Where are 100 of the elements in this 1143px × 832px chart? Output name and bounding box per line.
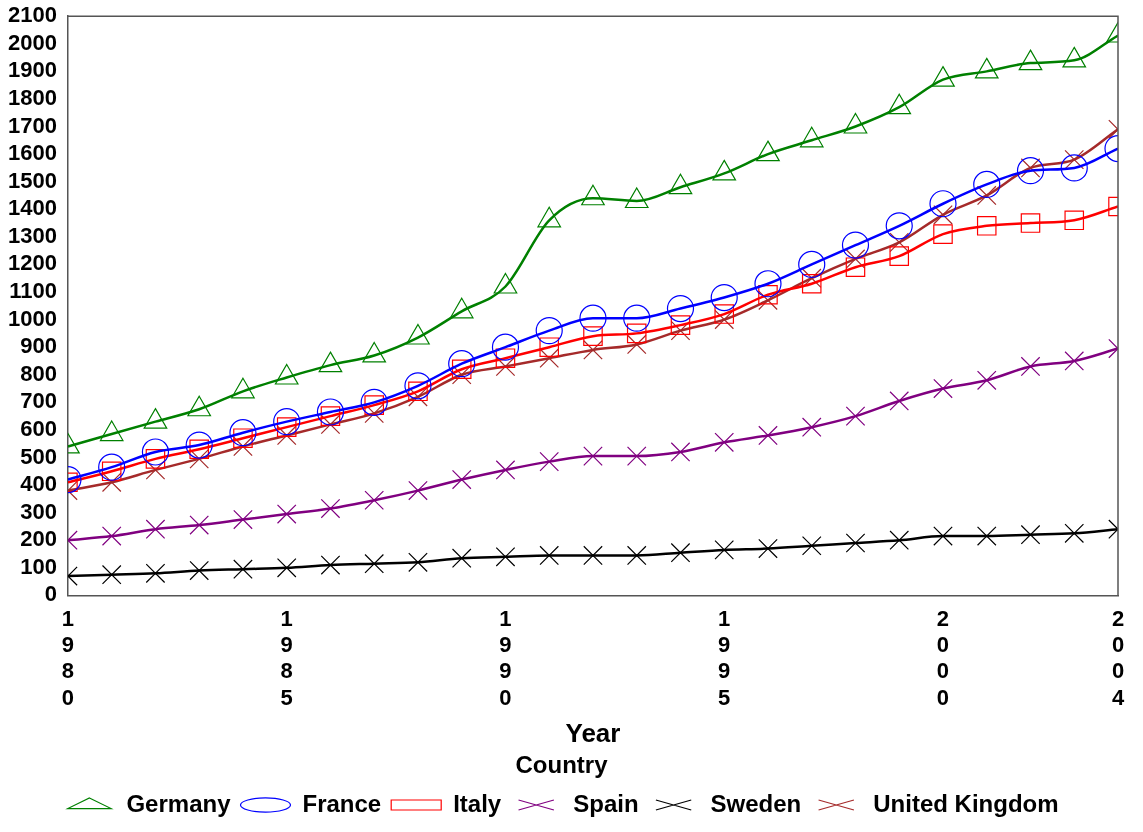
legend-label: United Kingdom [873,789,1059,817]
point [408,552,428,573]
y-tick-label: 0 [44,581,57,607]
point [101,526,122,546]
point [758,538,778,559]
point [189,449,209,469]
y-tick-label: 1700 [7,112,57,138]
point [933,224,953,244]
legend-label: France [302,789,382,817]
point [583,545,603,566]
point [714,432,735,453]
y-tick-label: 1200 [7,250,57,276]
point [320,555,341,575]
y-tick-label: 500 [20,443,57,469]
point [626,334,647,355]
point [408,480,428,501]
point [229,419,257,447]
y-tick-label: 1900 [7,57,57,83]
point [889,391,910,411]
point [185,431,213,459]
y-tick-label: 1500 [7,167,57,193]
point [495,356,516,377]
point [889,530,910,551]
y-tick-label: 700 [20,388,57,414]
point [798,250,826,279]
point [320,414,341,435]
point [451,469,472,490]
point [976,370,997,391]
point [583,340,603,360]
point [885,212,913,240]
point [1064,523,1085,544]
point [666,294,695,323]
point [189,560,209,581]
y-tick-label: 1000 [7,305,57,331]
point [273,408,301,436]
point [101,564,122,585]
point [933,526,953,546]
point [98,453,126,481]
point [101,472,122,493]
point [845,257,866,277]
point [276,504,297,524]
point [1020,524,1041,545]
point [448,350,476,378]
legend-label: Sweden [710,789,802,817]
point [889,246,910,266]
point [404,372,432,400]
x-tick-label: 1 9 9 0 [499,605,512,710]
y-tick-label: 600 [20,415,57,441]
point [801,273,822,294]
legend-label: Spain [573,789,639,817]
x-tick-label: 1 9 8 5 [280,605,293,710]
point [623,304,651,332]
point [714,304,735,324]
point [491,333,520,361]
y-tick-label: 1800 [7,85,57,111]
point [626,545,647,566]
point [710,283,738,312]
point [233,436,253,457]
point [141,438,170,466]
y-tick-label: 100 [20,553,57,579]
point [670,542,691,563]
y-tick-label: 1100 [9,278,57,304]
point [758,425,778,446]
point [801,535,822,556]
point [976,526,997,546]
x-tick-label: 2 0 0 0 [936,605,950,710]
y-tick-label: 800 [20,360,57,386]
y-tick-label: 1600 [7,140,57,166]
x-tick-label: 2 0 0 4 [1111,605,1125,710]
point [1064,210,1085,231]
point [145,563,166,584]
point [539,545,560,566]
point [539,337,560,357]
point [626,446,647,466]
point [583,326,603,346]
point [626,323,647,344]
point [495,546,516,567]
y-tick-label: 2100 [7,2,57,28]
point [364,490,384,511]
point [976,216,997,236]
point [1020,356,1041,377]
point [841,231,870,259]
point [364,553,384,574]
point [933,378,953,399]
x-axis-title: Year [565,717,621,748]
point [583,446,603,466]
y-tick-label: 900 [20,333,57,359]
point [189,515,209,535]
point [360,388,388,416]
y-tick-label: 200 [20,526,57,552]
point [233,559,253,579]
point [233,509,253,530]
point [145,519,166,539]
point [1020,213,1041,233]
point [670,442,691,462]
point [579,304,607,332]
point [495,348,516,368]
point [539,348,560,368]
legend-label: Germany [126,789,232,817]
y-tick-label: 1400 [7,195,57,221]
